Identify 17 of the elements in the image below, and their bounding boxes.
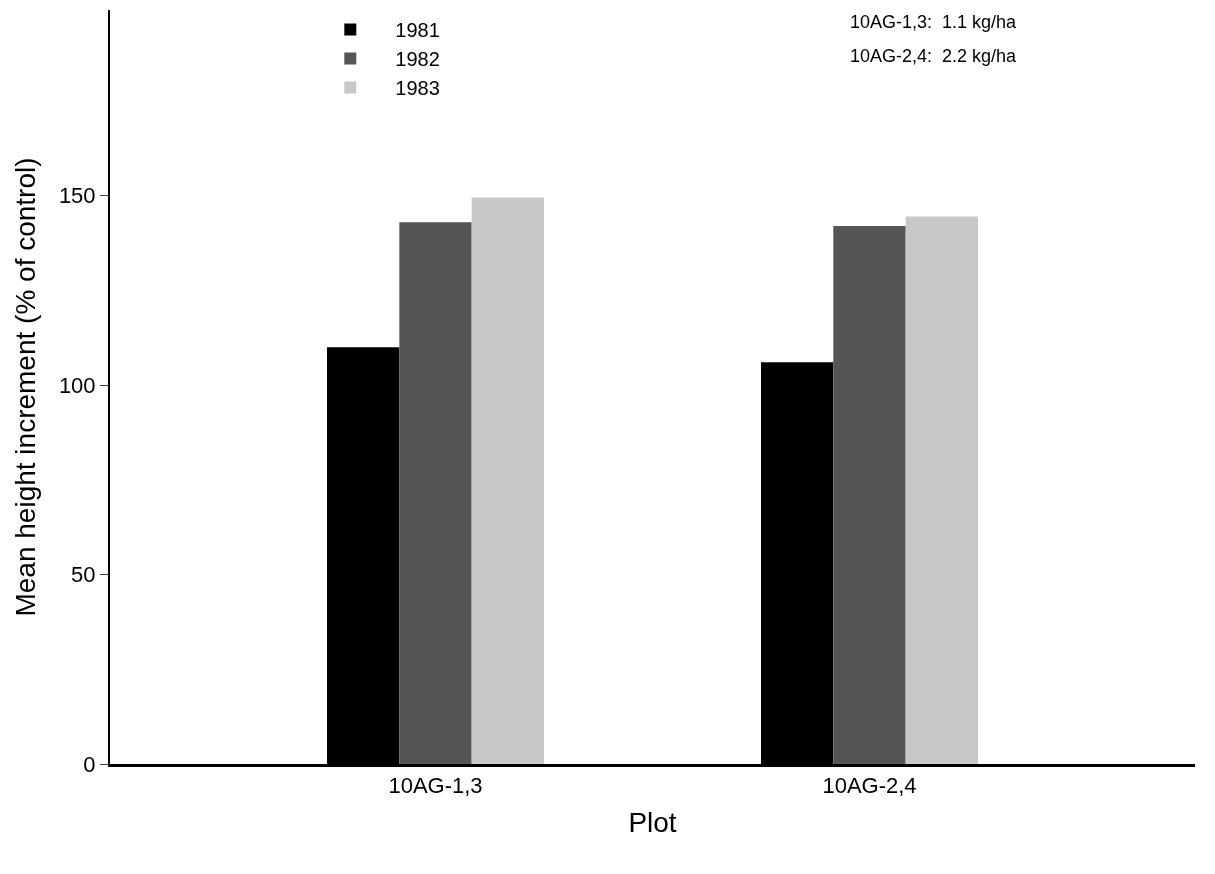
x-axis-title: Plot: [628, 806, 677, 838]
bar: [471, 197, 544, 764]
legend-label: 1982: [395, 48, 440, 71]
y-tick-label: 150: [58, 183, 96, 209]
y-tick-label: 100: [58, 372, 96, 398]
annotation: 10AG-1,3: 1.1 kg/ha: [850, 12, 1018, 32]
bar: [833, 225, 906, 764]
legend-label: 1981: [395, 19, 440, 42]
x-tick-label: 10AG-2,4: [822, 773, 917, 799]
y-tick-label: 50: [71, 562, 96, 588]
bar: [399, 222, 472, 764]
legend-label: 1983: [395, 77, 440, 100]
bar: [905, 216, 978, 764]
annotation: 10AG-2,4: 2.2 kg/ha: [850, 46, 1018, 66]
y-tick-label: 0: [83, 751, 96, 777]
y-axis-title: Mean height increment (% of control): [10, 157, 42, 617]
x-tick-label: 10AG-1,3: [388, 773, 483, 799]
